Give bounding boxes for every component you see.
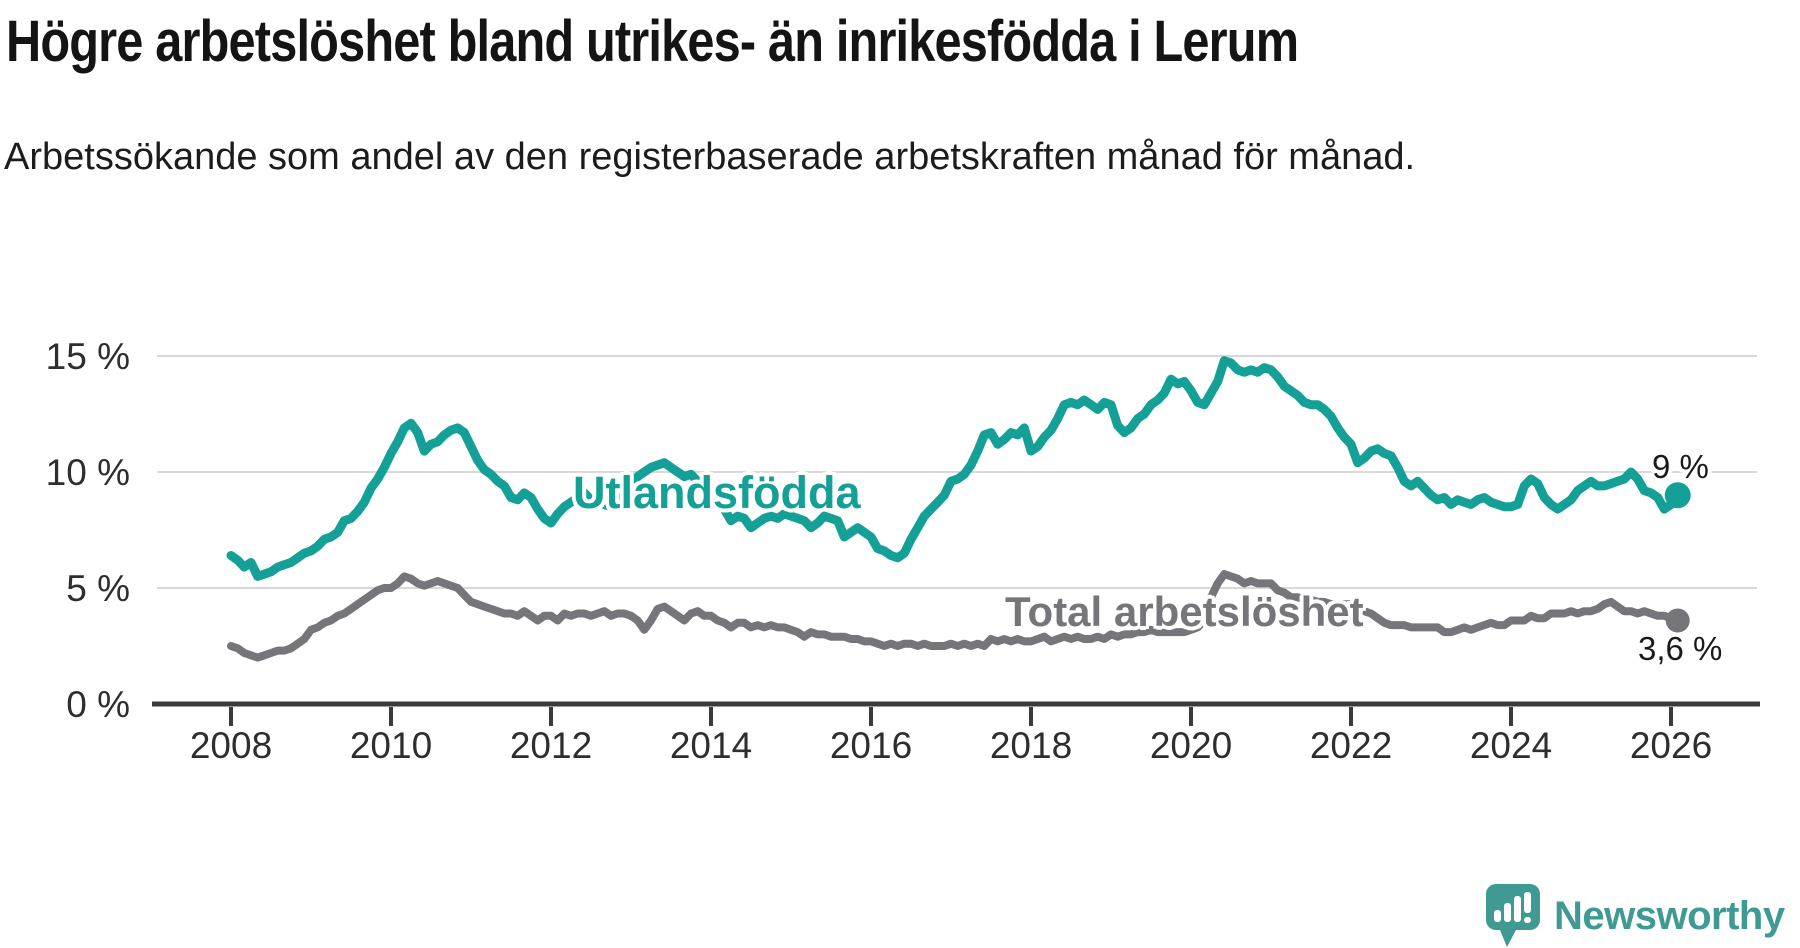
end-value-label-utlandsfodda: 9 % <box>1652 448 1709 485</box>
y-axis-tick-label: 15 % <box>46 336 130 377</box>
series-end-dot-1 <box>1665 608 1690 633</box>
x-axis-tick-label: 2018 <box>990 725 1072 766</box>
series-label-total-arbetsloshet: Total arbetslöshet <box>1005 588 1364 635</box>
x-axis-tick-label: 2016 <box>830 725 912 766</box>
series-end-dot-0 <box>1664 482 1691 509</box>
series-line-1 <box>227 570 1682 662</box>
series-label-utlandsfodda: Utlandsfödda <box>573 467 861 518</box>
x-axis-tick-label: 2022 <box>1310 725 1392 766</box>
x-axis-tick-label: 2014 <box>670 725 752 766</box>
x-axis-tick-label: 2008 <box>190 725 272 766</box>
brand-wordmark: Newsworthy <box>1554 893 1785 938</box>
page-subtitle: Arbetssökande som andel av den registerb… <box>4 136 1416 178</box>
brand-logo: Newsworthy <box>1486 884 1785 948</box>
x-axis-tick-label: 2020 <box>1150 725 1232 766</box>
page-title: Högre arbetslöshet bland utrikes- än inr… <box>6 9 1299 74</box>
y-axis-tick-label: 10 % <box>46 452 130 493</box>
y-axis-tick-label: 0 % <box>66 684 130 725</box>
x-axis-tick-label: 2010 <box>350 725 432 766</box>
y-axis-tick-label: 5 % <box>66 568 130 609</box>
end-value-label-total: 3,6 % <box>1638 630 1723 667</box>
x-axis-tick-label: 2012 <box>510 725 592 766</box>
series-line-0 <box>226 356 1683 581</box>
newsworthy-logo-icon <box>1486 884 1540 947</box>
x-axis-tick-label: 2024 <box>1470 725 1552 766</box>
x-axis-tick-label: 2026 <box>1630 725 1712 766</box>
